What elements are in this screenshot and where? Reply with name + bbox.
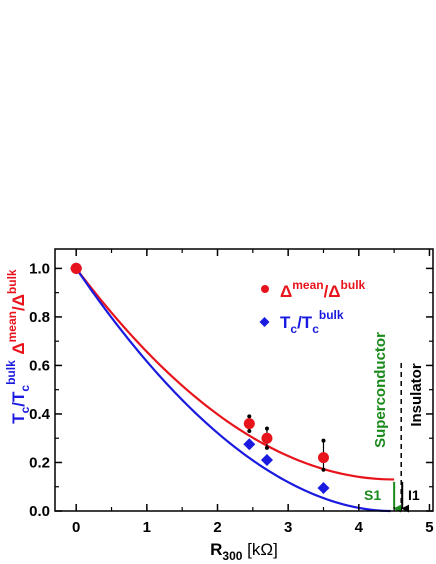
blue-data-point xyxy=(243,438,256,451)
axis-ticks xyxy=(55,249,433,512)
y-tick-label: 0.8 xyxy=(29,309,50,326)
legend: Δmean/Δbulk Tc/Tcbulk xyxy=(259,278,366,336)
error-bar-cap xyxy=(321,467,326,472)
plot-frame xyxy=(54,248,434,512)
x-axis-label: R300 [kΩ] xyxy=(210,540,278,563)
phase-boundary xyxy=(393,363,410,513)
error-bar-cap xyxy=(264,426,269,431)
blue-data-point xyxy=(260,454,273,467)
error-bar-cap xyxy=(264,445,269,450)
x-tick-label: 4 xyxy=(355,519,364,536)
y-axis-label-red: Δmean/Δbulk xyxy=(5,269,28,355)
error-bar-cap xyxy=(247,428,252,433)
superconductor-label: Superconductor xyxy=(372,332,389,448)
x-tick-label: 2 xyxy=(213,519,221,536)
y-tick-labels: 0.0 0.2 0.4 0.6 0.8 1.0 xyxy=(29,260,51,520)
legend-blue-label: Tc/Tcbulk xyxy=(280,308,344,336)
y-tick-label: 0.2 xyxy=(29,454,50,471)
x-tick-label: 0 xyxy=(72,519,80,536)
insulator-label: Insulator xyxy=(408,363,425,427)
blue-fit-curve xyxy=(75,267,391,513)
data-points xyxy=(70,262,330,494)
red-fit-curve xyxy=(75,267,395,481)
x-axis-label-sub: 300 xyxy=(222,549,242,563)
error-bar-cap xyxy=(321,438,326,443)
y-tick-label: 0.6 xyxy=(29,357,50,374)
y-axis-label-blue: Tc/Tcbulk xyxy=(4,360,32,424)
y-tick-label: 1.0 xyxy=(29,260,50,277)
blue-data-point xyxy=(317,481,330,494)
y-tick-label: 0.0 xyxy=(29,503,50,520)
insulator-label-group: Insulator xyxy=(408,363,425,427)
x-tick-label: 3 xyxy=(284,519,292,536)
red-data-point xyxy=(261,432,273,444)
x-tick-label: 1 xyxy=(143,519,151,536)
x-tick-labels: 0 1 2 3 4 5 xyxy=(72,519,434,536)
y-axis-label-red-group: Δmean/Δbulk xyxy=(5,269,28,355)
red-data-point xyxy=(243,418,255,430)
error-bars xyxy=(247,414,326,472)
x-axis-label-main: R xyxy=(210,540,222,559)
s1-label: S1 xyxy=(364,487,381,503)
superconductor-label-group: Superconductor xyxy=(372,332,389,448)
x-axis-label-unit: [kΩ] xyxy=(242,540,277,559)
red-data-point xyxy=(317,452,329,464)
error-bar-cap xyxy=(247,414,252,419)
fit-curves xyxy=(75,267,395,513)
legend-blue-marker xyxy=(259,317,270,327)
legend-red-label: Δmean/Δbulk xyxy=(280,278,366,301)
red-data-point-origin xyxy=(70,262,82,274)
i1-label: I1 xyxy=(408,487,420,503)
y-tick-label: 0.4 xyxy=(29,406,51,423)
x-tick-label: 5 xyxy=(425,519,433,536)
legend-red-marker xyxy=(261,285,269,293)
y-axis-label-blue-group: Tc/Tcbulk xyxy=(4,360,32,424)
